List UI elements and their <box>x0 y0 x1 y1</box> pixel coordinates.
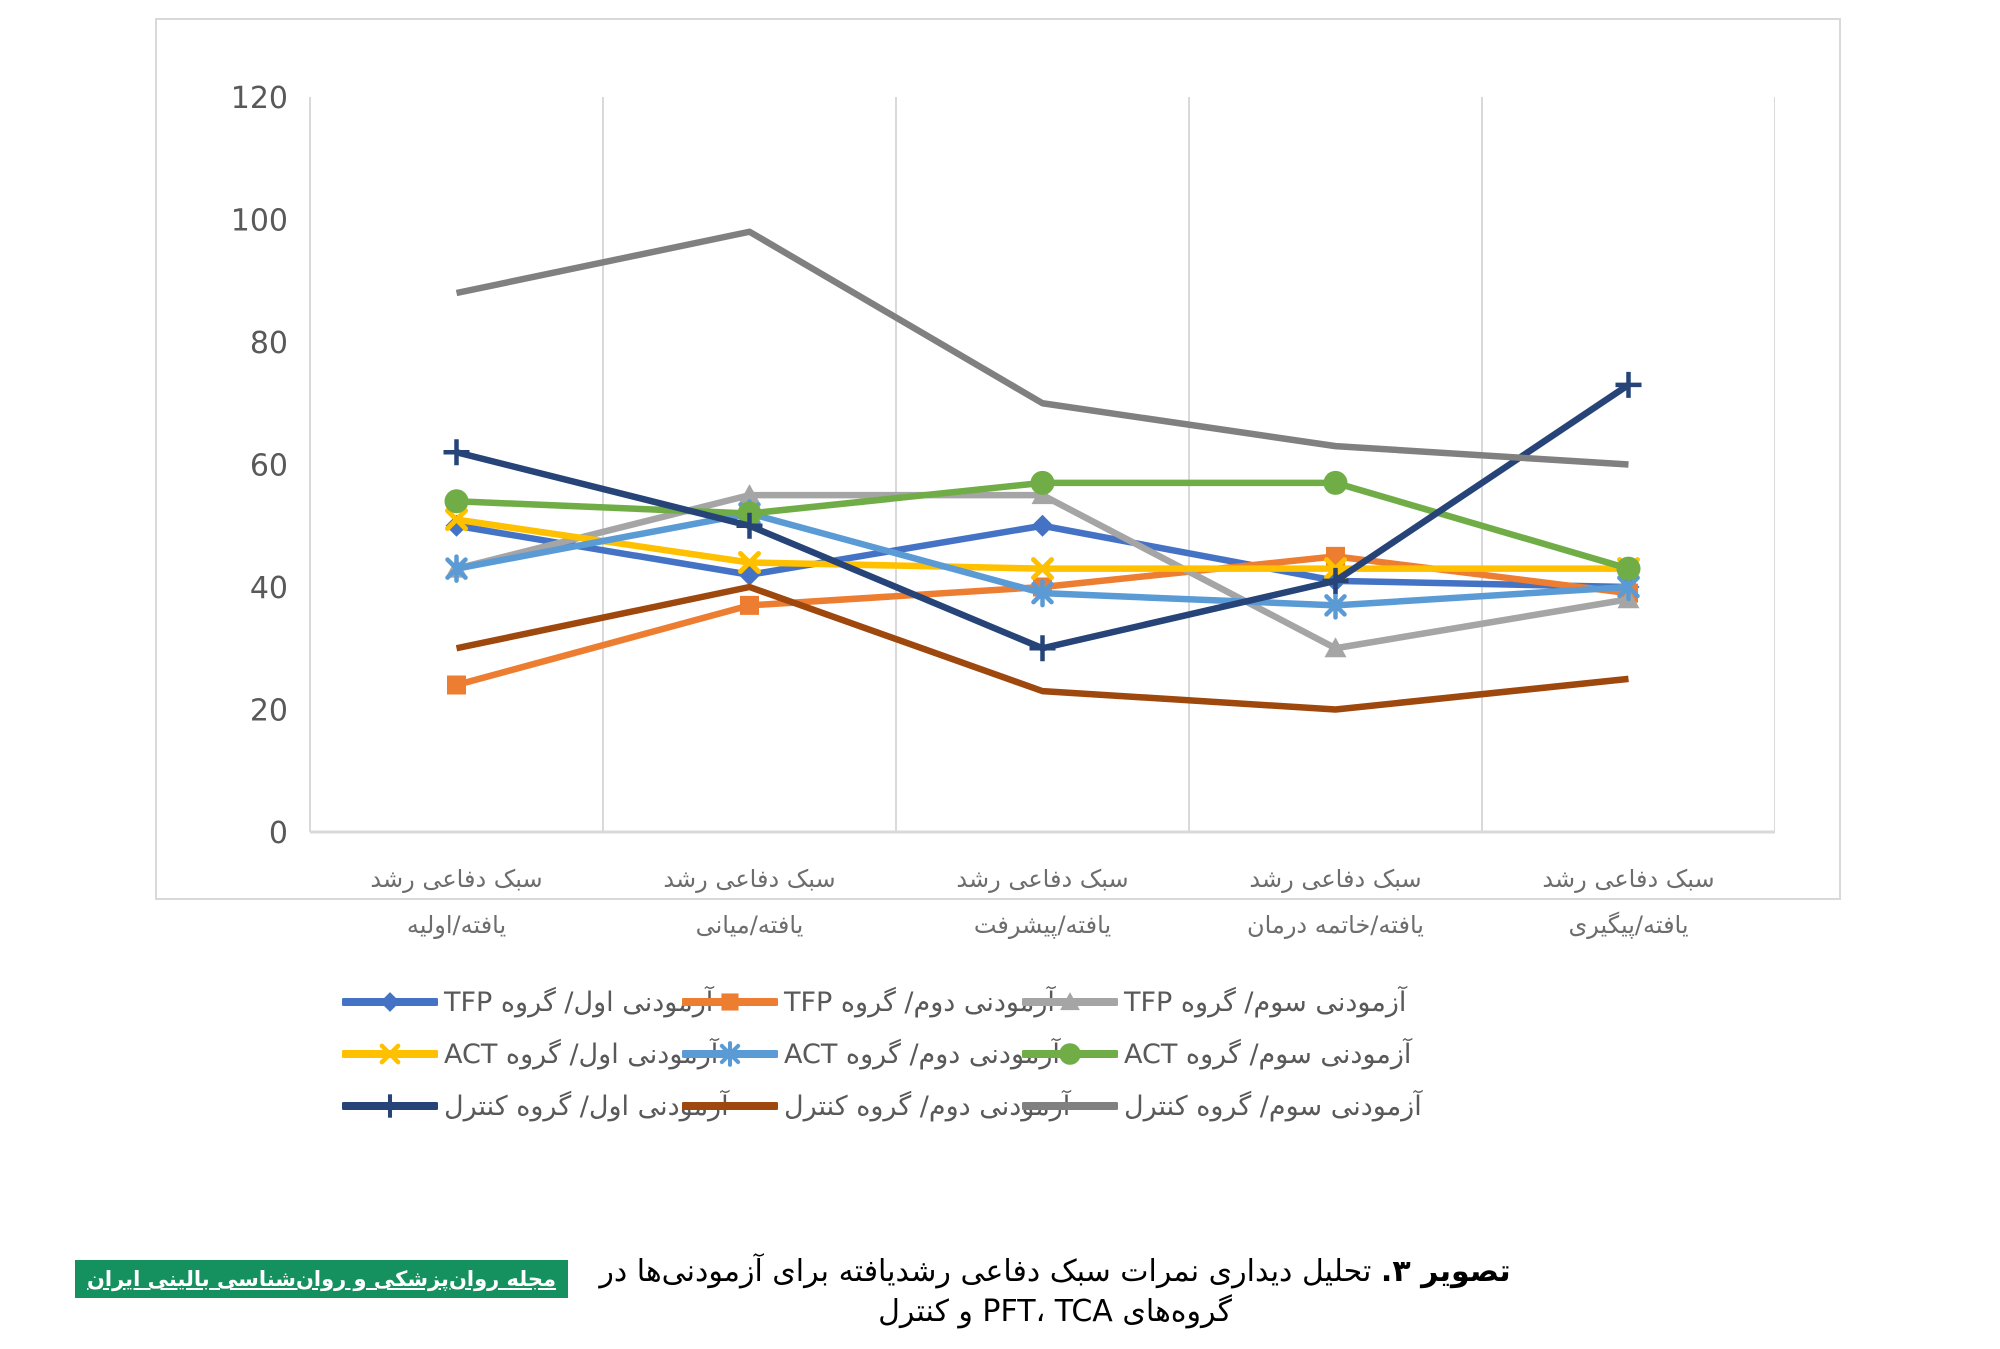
journal-logo: مجله روان‌پزشکی و روان‌شناسی بالینی ایرا… <box>75 1260 568 1298</box>
marker-plus <box>378 1094 402 1118</box>
x-axis-labels: سبک دفاعی رشد یافته/اولیه سبک دفاعی رشد یاف… <box>0 856 2000 966</box>
x-axis-label: سبک دفاعی رشد یافته/خاتمه درمان <box>1247 865 1424 939</box>
legend-label: آزمودنی اول/ گروه ACT <box>444 1038 719 1070</box>
y-tick-label: 80 <box>250 326 288 361</box>
series-8 <box>455 228 1629 468</box>
legend-label: آزمودنی سوم/ گروه TFP <box>1124 986 1407 1018</box>
legend-swatch <box>342 1043 438 1065</box>
series-7 <box>455 583 1629 713</box>
y-tick-label: 20 <box>250 694 288 729</box>
y-tick-label: 120 <box>231 81 288 116</box>
legend-swatch <box>1022 992 1118 1011</box>
x-axis-label: سبک دفاعی رشد یافته/پیشرفت <box>956 865 1129 939</box>
legend-item: آزمودنی سوم/ گروه کنترل <box>1022 1080 1422 1132</box>
marker-plus <box>443 439 470 466</box>
legend-swatch <box>682 993 778 1011</box>
x-axis-label: سبک دفاعی رشد یافته/اولیه <box>370 865 543 939</box>
marker-square <box>721 993 739 1011</box>
chart-legend: آزمودنی اول/ گروه TFP آزمودنی دوم/ گروه T… <box>342 976 1552 1132</box>
marker-asterisk <box>445 554 468 583</box>
x-axis-label: سبک دفاعی رشد یافته/پیگیری <box>1542 865 1715 939</box>
legend-item: آزمودنی دوم/ گروه TFP <box>682 976 1055 1028</box>
legend-label: آزمودنی دوم/ گروه ACT <box>784 1038 1060 1070</box>
series-6 <box>443 371 1642 662</box>
legend-item: آزمودنی اول/ گروه ACT <box>342 1028 718 1080</box>
x-axis-label: سبک دفاعی رشد یافته/میانی <box>663 865 836 939</box>
marker-triangle <box>738 484 761 505</box>
y-tick-label: 40 <box>250 571 288 606</box>
legend-swatch <box>1022 1043 1118 1065</box>
marker-asterisk <box>1324 591 1347 620</box>
marker-circle <box>1059 1043 1081 1065</box>
legend-label: آزمودنی سوم/ گروه کنترل <box>1124 1090 1422 1122</box>
y-tick-label: 60 <box>250 449 288 484</box>
legend-item: آزمودنی اول/ گروه TFP <box>342 976 713 1028</box>
marker-asterisk <box>719 1041 741 1067</box>
marker-circle <box>1030 470 1055 495</box>
marker-x <box>738 551 761 574</box>
marker-diamond <box>380 992 400 1012</box>
series-line <box>455 228 1629 468</box>
marker-plus <box>1029 635 1056 662</box>
line-chart: 0 20 40 60 80 100 120 <box>231 81 1775 851</box>
legend-swatch <box>1022 1102 1118 1110</box>
marker-square <box>447 675 466 695</box>
marker-square <box>740 595 759 615</box>
marker-circle <box>1616 556 1641 581</box>
legend-swatch <box>682 1102 778 1110</box>
caption-text: تحلیل دیداری نمرات سبک دفاعی رشدیافته بر… <box>599 1254 1381 1329</box>
marker-x <box>379 1043 401 1065</box>
marker-triangle <box>1324 637 1347 658</box>
marker-plus <box>736 512 763 539</box>
legend-label: آزمودنی دوم/ گروه TFP <box>784 986 1055 1018</box>
legend-item: آزمودنی دوم/ گروه کنترل <box>682 1080 1070 1132</box>
legend-swatch <box>342 992 438 1012</box>
legend-item: آزمودنی سوم/ گروه ACT <box>1022 1028 1411 1080</box>
legend-item: آزمودنی سوم/ گروه TFP <box>1022 976 1406 1028</box>
y-tick-label: 0 <box>269 816 288 851</box>
legend-item: آزمودنی اول/ گروه کنترل <box>342 1080 729 1132</box>
marker-x <box>1031 557 1054 581</box>
figure-caption: تصویر ۳. تحلیل دیداری نمرات سبک دفاعی رش… <box>540 1252 1570 1332</box>
marker-triangle <box>1060 992 1080 1011</box>
legend-swatch <box>342 1094 438 1118</box>
legend-item: آزمودنی دوم/ گروه ACT <box>682 1028 1060 1080</box>
marker-circle <box>1323 470 1348 495</box>
series-line <box>455 583 1629 713</box>
marker-diamond <box>1031 514 1054 537</box>
marker-x <box>445 508 468 532</box>
series-line <box>455 553 1629 689</box>
legend-swatch <box>682 1041 778 1067</box>
caption-number: تصویر ۳. <box>1380 1254 1511 1289</box>
marker-circle <box>444 489 469 514</box>
legend-label: آزمودنی اول/ گروه TFP <box>444 986 714 1018</box>
marker-plus <box>1615 371 1642 398</box>
y-tick-label: 100 <box>231 204 288 239</box>
marker-asterisk <box>1031 578 1054 608</box>
legend-label: آزمودنی سوم/ گروه ACT <box>1124 1038 1412 1070</box>
marker-plus <box>1322 567 1349 594</box>
